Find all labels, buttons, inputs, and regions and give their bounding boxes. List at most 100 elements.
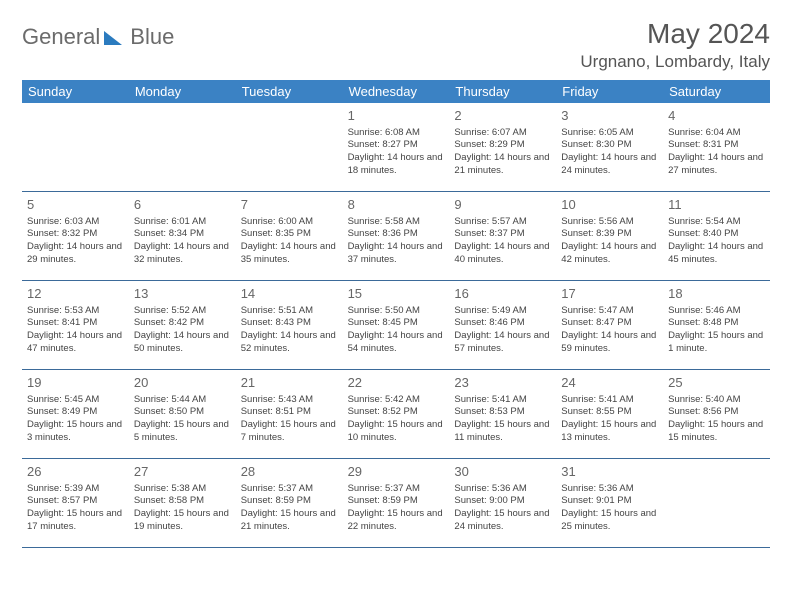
calendar-day: 29Sunrise: 5:37 AMSunset: 8:59 PMDayligh… bbox=[343, 459, 450, 547]
title-block: May 2024 Urgnano, Lombardy, Italy bbox=[580, 18, 770, 72]
daylight-line: Daylight: 15 hours and 1 minute. bbox=[668, 330, 765, 356]
sunset-line: Sunset: 8:59 PM bbox=[241, 495, 338, 508]
daylight-line: Daylight: 15 hours and 24 minutes. bbox=[454, 508, 551, 534]
calendar-day: 28Sunrise: 5:37 AMSunset: 8:59 PMDayligh… bbox=[236, 459, 343, 547]
daylight-line: Daylight: 14 hours and 57 minutes. bbox=[454, 330, 551, 356]
calendar-day: 3Sunrise: 6:05 AMSunset: 8:30 PMDaylight… bbox=[556, 103, 663, 191]
calendar-day: 11Sunrise: 5:54 AMSunset: 8:40 PMDayligh… bbox=[663, 192, 770, 280]
sunset-line: Sunset: 8:55 PM bbox=[561, 406, 658, 419]
sunset-line: Sunset: 8:31 PM bbox=[668, 139, 765, 152]
sunrise-line: Sunrise: 5:40 AM bbox=[668, 394, 765, 407]
sunrise-line: Sunrise: 5:45 AM bbox=[27, 394, 124, 407]
sunrise-line: Sunrise: 5:38 AM bbox=[134, 483, 231, 496]
calendar-day: 26 Sunrise: 5:39 AMSunset: 8:57 PMDayligh… bbox=[22, 459, 129, 547]
sunrise-line: Sunrise: 5:47 AM bbox=[561, 305, 658, 318]
sunrise-line: Sunrise: 6:05 AM bbox=[561, 127, 658, 140]
calendar-week: 1Sunrise: 6:08 AMSunset: 8:27 PMDaylight… bbox=[22, 103, 770, 192]
sunset-line: Sunset: 8:43 PM bbox=[241, 317, 338, 330]
calendar-day: 13Sunrise: 5:52 AMSunset: 8:42 PMDayligh… bbox=[129, 281, 236, 369]
day-number: 20 bbox=[134, 374, 231, 392]
sunrise-line: Sunrise: 6:01 AM bbox=[134, 216, 231, 229]
day-number: 30 bbox=[454, 463, 551, 481]
sunset-line: Sunset: 8:35 PM bbox=[241, 228, 338, 241]
calendar-day: 31Sunrise: 5:36 AMSunset: 9:01 PMDayligh… bbox=[556, 459, 663, 547]
sunset-line: Sunset: 8:42 PM bbox=[134, 317, 231, 330]
sunrise-line: Sunrise: 6:07 AM bbox=[454, 127, 551, 140]
sunset-line: Sunset: 8:37 PM bbox=[454, 228, 551, 241]
day-number: 5 bbox=[27, 196, 124, 214]
day-number: 29 bbox=[348, 463, 445, 481]
calendar-week: 5 Sunrise: 6:03 AMSunset: 8:32 PM Daylight… bbox=[22, 192, 770, 281]
sunrise-line: Sunrise: 5:58 AM bbox=[348, 216, 445, 229]
sunrise-line: Sunrise: 5:50 AM bbox=[348, 305, 445, 318]
daylight-line: Daylight: 14 hours and 40 minutes. bbox=[454, 241, 551, 267]
sunset-line: Sunset: 8:51 PM bbox=[241, 406, 338, 419]
dayhead-wed: Wednesday bbox=[343, 80, 450, 103]
day-number: 19 bbox=[27, 374, 124, 392]
dayhead-sat: Saturday bbox=[663, 80, 770, 103]
logo-text-2: Blue bbox=[130, 24, 174, 50]
calendar-day-empty bbox=[22, 103, 129, 191]
logo-triangle-icon bbox=[104, 29, 126, 45]
dayhead-thu: Thursday bbox=[449, 80, 556, 103]
day-number: 25 bbox=[668, 374, 765, 392]
calendar-day: 8 Sunrise: 5:58 AMSunset: 8:36 PMDaylight… bbox=[343, 192, 450, 280]
day-number: 24 bbox=[561, 374, 658, 392]
sunset-line: Sunset: 8:34 PM bbox=[134, 228, 231, 241]
calendar-week: 26Sunrise: 5:39 AMSunset: 8:57 PMDayligh… bbox=[22, 459, 770, 548]
sunset-line: Sunset: 8:46 PM bbox=[454, 317, 551, 330]
daylight-line: Daylight: 14 hours and 45 minutes. bbox=[668, 241, 765, 267]
sunrise-line: Sunrise: 5:52 AM bbox=[134, 305, 231, 318]
dayhead-tue: Tuesday bbox=[236, 80, 343, 103]
sunrise-line: Sunrise: 5:46 AM bbox=[668, 305, 765, 318]
day-number: 15 bbox=[348, 285, 445, 303]
calendar-day: 18Sunrise: 5:46 AMSunset: 8:48 PMDayligh… bbox=[663, 281, 770, 369]
sunrise-line: Sunrise: 5:42 AM bbox=[348, 394, 445, 407]
calendar-day: 17Sunrise: 5:47 AMSunset: 8:47 PMDayligh… bbox=[556, 281, 663, 369]
sunrise-line: Sunrise: 6:03 AM bbox=[27, 216, 124, 229]
sunrise-line: Sunrise: 5:54 AM bbox=[668, 216, 765, 229]
daylight-line: Daylight: 14 hours and 37 minutes. bbox=[348, 241, 445, 267]
calendar-day: 12Sunrise: 5:53 AMSunset: 8:41 PMDayligh… bbox=[22, 281, 129, 369]
calendar: Sunday Monday Tuesday Wednesday Thursday… bbox=[22, 80, 770, 548]
day-number: 11 bbox=[668, 196, 765, 214]
daylight-line: Daylight: 15 hours and 7 minutes. bbox=[241, 419, 338, 445]
sunset-line: Sunset: 8:32 PM bbox=[27, 228, 124, 241]
daylight-line: Daylight: 15 hours and 17 minutes. bbox=[27, 508, 124, 534]
day-number: 6 bbox=[134, 196, 231, 214]
day-number: 31 bbox=[561, 463, 658, 481]
sunset-line: Sunset: 8:29 PM bbox=[454, 139, 551, 152]
calendar-day: 10Sunrise: 5:56 AMSunset: 8:39 PMDayligh… bbox=[556, 192, 663, 280]
sunset-line: Sunset: 8:57 PM bbox=[27, 495, 124, 508]
sunset-line: Sunset: 8:53 PM bbox=[454, 406, 551, 419]
dayhead-sun: Sunday bbox=[22, 80, 129, 103]
calendar-day: 16Sunrise: 5:49 AMSunset: 8:46 PMDayligh… bbox=[449, 281, 556, 369]
sunset-line: Sunset: 8:58 PM bbox=[134, 495, 231, 508]
sunset-line: Sunset: 9:01 PM bbox=[561, 495, 658, 508]
daylight-line: Daylight: 14 hours and 35 minutes. bbox=[241, 241, 338, 267]
daylight-line: Daylight: 14 hours and 42 minutes. bbox=[561, 241, 658, 267]
calendar-day: 14Sunrise: 5:51 AMSunset: 8:43 PMDayligh… bbox=[236, 281, 343, 369]
calendar-day: 5Sunrise: 6:03 AMSunset: 8:32 PMDaylight… bbox=[22, 192, 129, 280]
day-number: 14 bbox=[241, 285, 338, 303]
calendar-day: 9Sunrise: 5:57 AMSunset: 8:37 PMDaylight… bbox=[449, 192, 556, 280]
calendar-day: 20Sunrise: 5:44 AMSunset: 8:50 PMDayligh… bbox=[129, 370, 236, 458]
day-number: 3 bbox=[561, 107, 658, 125]
sunset-line: Sunset: 8:47 PM bbox=[561, 317, 658, 330]
calendar-day: 22Sunrise: 5:42 AMSunset: 8:52 PMDayligh… bbox=[343, 370, 450, 458]
daylight-line: Daylight: 15 hours and 21 minutes. bbox=[241, 508, 338, 534]
calendar-day: 27Sunrise: 5:38 AMSunset: 8:58 PMDayligh… bbox=[129, 459, 236, 547]
calendar-week: 19 Sunrise: 5:45 AMSunset: 8:49 PM Dayligh… bbox=[22, 370, 770, 459]
sunset-line: Sunset: 8:36 PM bbox=[348, 228, 445, 241]
daylight-line: Daylight: 15 hours and 25 minutes. bbox=[561, 508, 658, 534]
daylight-line: Daylight: 15 hours and 22 minutes. bbox=[348, 508, 445, 534]
day-number: 26 bbox=[27, 463, 124, 481]
day-number: 8 bbox=[348, 196, 445, 214]
calendar-day: 15Sunrise: 5:50 AMSunset: 8:45 PMDayligh… bbox=[343, 281, 450, 369]
sunset-line: Sunset: 8:49 PM bbox=[27, 406, 124, 419]
daylight-line: Daylight: 14 hours and 32 minutes. bbox=[134, 241, 231, 267]
day-number: 2 bbox=[454, 107, 551, 125]
daylight-line: Daylight: 15 hours and 15 minutes. bbox=[668, 419, 765, 445]
daylight-line: Daylight: 14 hours and 50 minutes. bbox=[134, 330, 231, 356]
sunrise-line: Sunrise: 5:39 AM bbox=[27, 483, 124, 496]
